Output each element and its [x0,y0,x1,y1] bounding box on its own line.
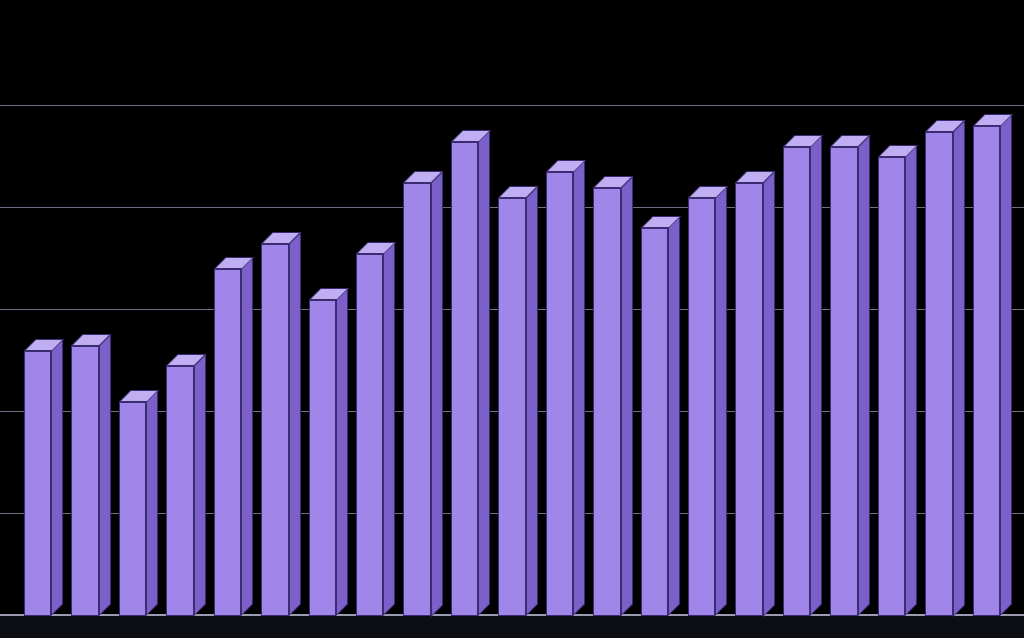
bar-side [241,257,253,616]
bar-front [166,366,194,616]
bar [593,188,621,616]
bar-front [403,183,431,617]
bar-side [621,176,633,616]
bar-side [478,130,490,616]
bar-side [194,354,206,616]
bar [403,183,431,617]
bar-front [71,346,99,616]
bar-side [810,135,822,616]
bar [783,147,811,616]
bar-side [715,186,727,616]
bar [498,198,526,616]
bar-front [925,132,953,617]
bar-side [905,145,917,616]
bar-front [24,351,52,616]
bar-front [356,254,384,616]
bar-front [735,183,763,617]
bar [688,198,716,616]
bar-front [451,142,479,616]
bar [735,183,763,617]
bar [166,366,194,616]
bar-front [783,147,811,616]
bar [973,126,1001,616]
bar-front [546,172,574,616]
bar-front [641,228,669,616]
bar-side [383,242,395,616]
bar-front [214,269,242,616]
bar [261,244,289,616]
bar-front [593,188,621,616]
bar-front [688,198,716,616]
bar-side [668,216,680,616]
bar-side [763,171,775,617]
bar-front [498,198,526,616]
bar [925,132,953,617]
bar-front [261,244,289,616]
bar-front [830,147,858,616]
bar [119,402,147,616]
bar [71,346,99,616]
bar-side [51,339,63,616]
chart-floor [0,616,1024,638]
bar [878,157,906,616]
bars-layer [0,4,1024,616]
bar-front [973,126,1001,616]
bar [830,147,858,616]
bar [214,269,242,616]
bar [24,351,52,616]
bar-side [573,160,585,616]
bar-front [878,157,906,616]
bar [356,254,384,616]
bar-side [99,334,111,616]
bar [309,300,337,616]
bar-front [119,402,147,616]
bar-front [309,300,337,616]
bar-side [146,390,158,616]
bar-side [953,120,965,617]
bar-side [1000,114,1012,616]
bar-side [431,171,443,617]
bar-chart [0,0,1024,638]
bar-side [289,232,301,616]
bar [641,228,669,616]
bar-side [526,186,538,616]
bar [546,172,574,616]
bar-side [336,288,348,616]
bar-side [858,135,870,616]
bar [451,142,479,616]
